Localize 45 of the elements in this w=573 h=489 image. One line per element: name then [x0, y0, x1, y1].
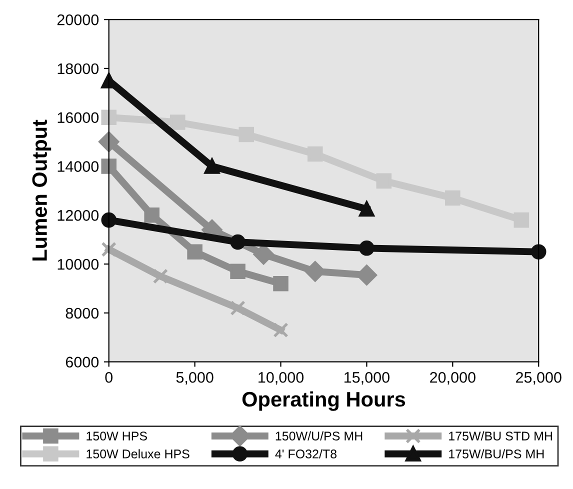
- point: [530, 244, 546, 260]
- y-axis-title: Lumen Output: [32, 120, 52, 260]
- point: [273, 276, 288, 292]
- y-tick-label: 18000: [58, 63, 99, 74]
- point: [187, 244, 202, 260]
- point: [273, 322, 288, 338]
- legend-label: 175W/BU/PS MH: [449, 449, 544, 458]
- x-axis-title: Operating Hours: [242, 391, 406, 411]
- point: [98, 132, 120, 152]
- point: [238, 126, 254, 142]
- legend-label: 150W HPS: [86, 432, 147, 440]
- y-tick-label: 10000: [58, 258, 99, 270]
- x-tick-label: 20,000: [430, 372, 476, 385]
- y-tick-label: 20000: [57, 14, 99, 26]
- point: [230, 300, 246, 316]
- y-tick-label: 14000: [58, 161, 99, 172]
- point: [230, 264, 246, 280]
- point: [230, 234, 246, 250]
- point: [308, 146, 323, 162]
- y-tick-label: 16000: [58, 112, 99, 124]
- x-tick-label: 0: [105, 372, 113, 383]
- point: [101, 242, 117, 258]
- y-tick-label: 8000: [66, 308, 99, 319]
- point: [359, 240, 374, 256]
- point: [101, 158, 117, 174]
- point: [204, 158, 220, 174]
- point: [152, 268, 168, 284]
- y-tick-label: 12000: [58, 210, 99, 221]
- legend-label: 150W Deluxe HPS: [86, 449, 190, 458]
- x-tick-label: 5,000: [176, 372, 214, 385]
- legend-label: 4' FO32/T8: [275, 449, 337, 458]
- legend-label: 175W/BU STD MH: [449, 431, 552, 440]
- point: [101, 212, 117, 228]
- point: [170, 114, 186, 130]
- x-tick-label: 10,000: [258, 372, 304, 385]
- legend-label: 150W/U/PS MH: [276, 431, 362, 440]
- y-tick-label: 6000: [66, 356, 99, 368]
- point: [359, 201, 374, 217]
- point: [376, 173, 392, 189]
- x-tick-label: 15,000: [344, 372, 390, 385]
- point: [144, 208, 160, 223]
- point: [101, 110, 117, 125]
- point: [445, 190, 460, 206]
- x-tick-label: 25,000: [516, 372, 562, 385]
- point: [514, 212, 530, 228]
